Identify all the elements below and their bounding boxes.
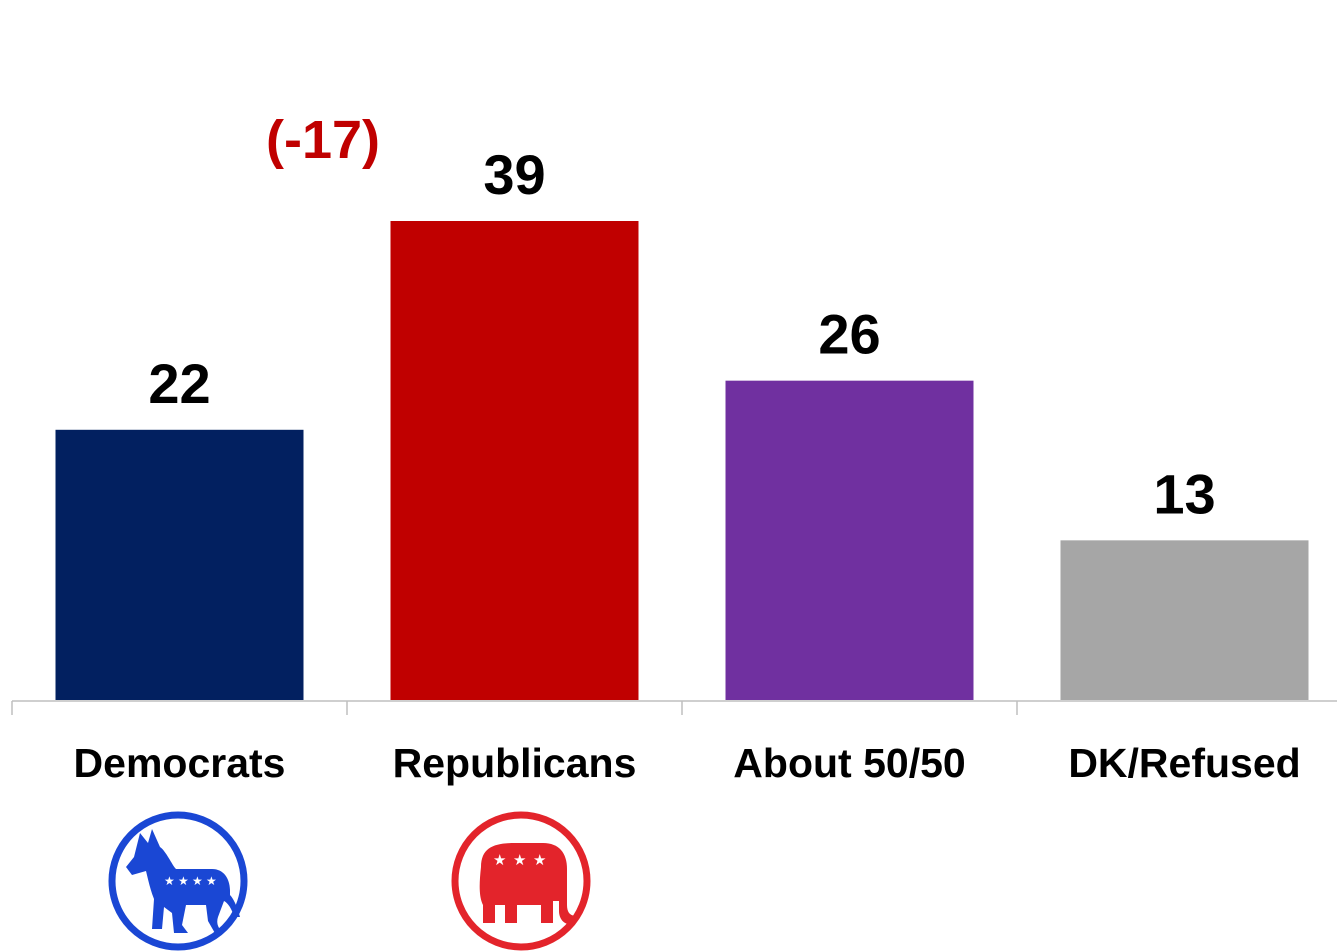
value-labels-group: 22 39 26 13: [148, 143, 1215, 525]
bar-about-50-50: [725, 380, 974, 700]
bar-dk-refused: [1060, 540, 1309, 700]
category-labels-group: Democrats Republicans About 50/50 DK/Refuse…: [74, 740, 1301, 786]
bars-group: [55, 221, 1309, 700]
value-label-dk-refused: 13: [1153, 462, 1215, 525]
bar-democrats: [55, 429, 304, 700]
svg-text:★: ★: [164, 874, 175, 888]
value-label-about-50-50: 26: [818, 303, 880, 366]
value-label-republicans: 39: [483, 143, 545, 206]
value-label-democrats: 22: [148, 352, 210, 415]
republican-elephant-icon: ★ ★ ★: [451, 811, 591, 951]
category-label-about-50-50: About 50/50: [733, 740, 965, 786]
bar-republicans: [390, 221, 639, 700]
svg-text:★: ★: [513, 851, 526, 869]
democrat-donkey-icon: ★ ★ ★ ★: [108, 811, 248, 951]
svg-text:★: ★: [178, 874, 189, 888]
svg-text:★: ★: [206, 874, 217, 888]
svg-text:★: ★: [533, 851, 546, 869]
x-axis-ticks: [11, 701, 1018, 715]
category-label-republicans: Republicans: [393, 740, 637, 786]
svg-text:★: ★: [493, 851, 506, 869]
svg-text:★: ★: [192, 874, 203, 888]
category-label-dk-refused: DK/Refused: [1068, 740, 1300, 786]
category-label-democrats: Democrats: [74, 740, 286, 786]
difference-annotation: (-17): [266, 110, 380, 170]
